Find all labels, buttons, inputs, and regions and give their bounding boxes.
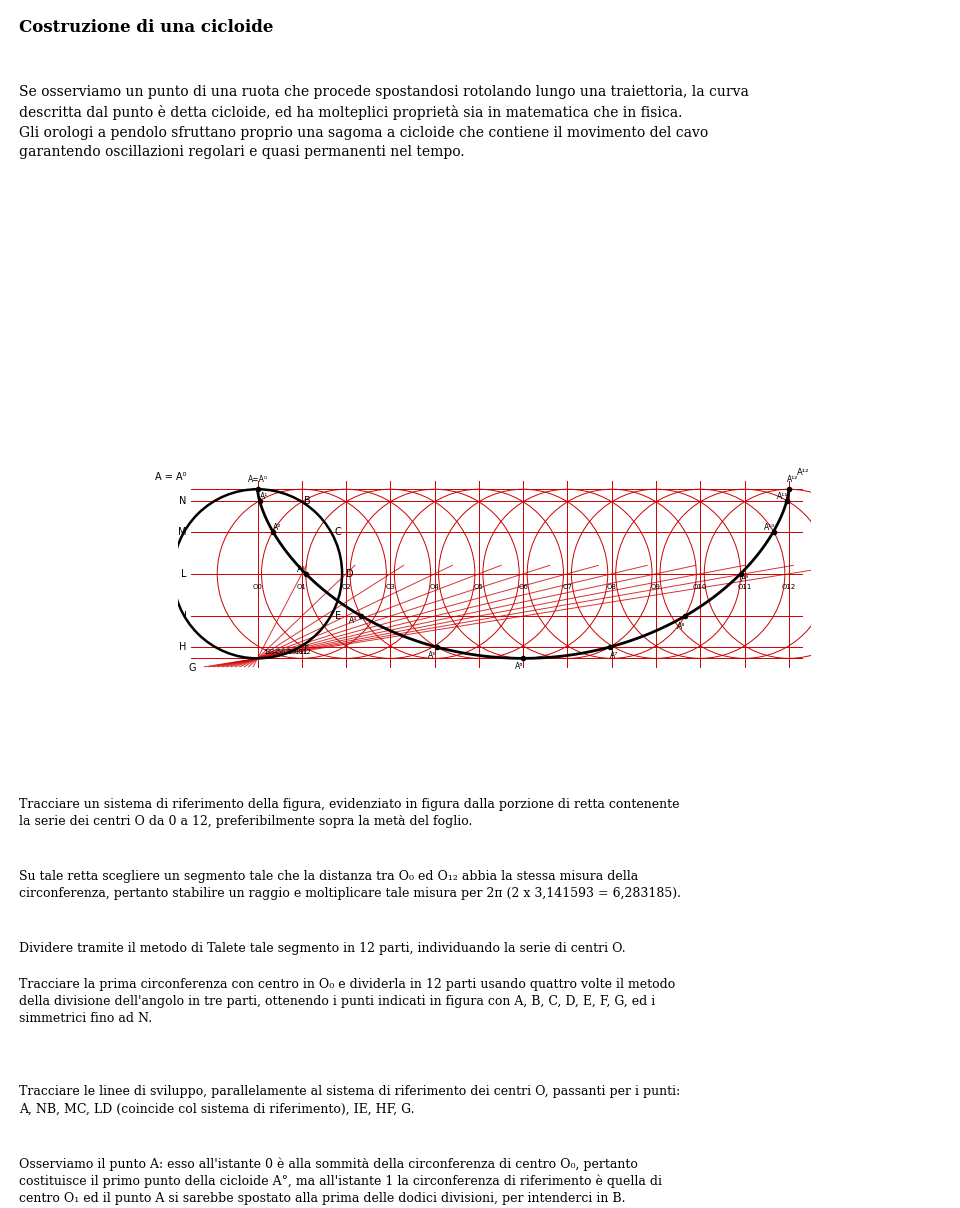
Text: 10: 10 [295,649,303,655]
Text: O2: O2 [341,583,351,590]
Text: O7: O7 [563,583,572,590]
Text: 9: 9 [291,649,296,655]
Text: 5: 5 [276,649,281,655]
Text: O11: O11 [737,583,752,590]
Text: O1: O1 [297,583,307,590]
Text: A⁵: A⁵ [428,651,437,660]
Text: A¹: A¹ [259,492,268,501]
Text: D: D [347,569,354,579]
Text: A⁹: A⁹ [741,574,749,582]
Text: M: M [179,527,186,536]
Text: A⁸: A⁸ [677,622,684,631]
Text: C: C [335,527,342,536]
Text: N: N [180,495,186,506]
Text: O8: O8 [607,583,616,590]
Text: L: L [181,569,186,579]
Text: A⁶: A⁶ [515,662,523,672]
Text: F: F [304,641,310,652]
Text: 2: 2 [266,649,271,655]
Text: O6: O6 [518,583,528,590]
Text: 12: 12 [301,649,311,655]
Text: A³: A³ [298,565,305,574]
Text: 1: 1 [263,649,267,655]
Text: E: E [335,611,341,621]
Text: O9: O9 [651,583,660,590]
Text: 11: 11 [299,649,307,655]
Text: I: I [183,611,186,621]
Text: B: B [304,495,311,506]
Text: A²: A² [273,523,281,532]
Text: Su tale retta scegliere un segmento tale che la distanza tra O₀ ed O₁₂ abbia la : Su tale retta scegliere un segmento tale… [19,870,682,900]
Text: A⁷: A⁷ [610,651,618,660]
Text: 8: 8 [288,649,292,655]
Text: A = A⁰: A = A⁰ [156,472,186,482]
Text: A¹²: A¹² [798,467,809,477]
Text: O3: O3 [385,583,396,590]
Text: Osserviamo il punto A: esso all'istante 0 è alla sommità della circonferenza di : Osserviamo il punto A: esso all'istante … [19,1157,662,1206]
Text: O12: O12 [781,583,796,590]
Text: O5: O5 [474,583,484,590]
Text: A¹¹: A¹¹ [777,492,788,501]
Text: A¹⁰: A¹⁰ [763,523,775,532]
Text: O10: O10 [693,583,708,590]
Text: 4: 4 [274,649,277,655]
Text: O0: O0 [252,583,262,590]
Text: Tracciare la prima circonferenza con centro in O₀ e dividerla in 12 parti usando: Tracciare la prima circonferenza con cen… [19,977,676,1024]
Text: A¹²: A¹² [787,475,799,483]
Text: Tracciare un sistema di riferimento della figura, evidenziato in figura dalla po: Tracciare un sistema di riferimento dell… [19,798,680,827]
Text: Costruzione di una cicloide: Costruzione di una cicloide [19,19,274,36]
Text: Tracciare le linee di sviluppo, parallelamente al sistema di riferimento dei cen: Tracciare le linee di sviluppo, parallel… [19,1086,681,1115]
Text: H: H [180,641,186,652]
Text: 6: 6 [280,649,285,655]
Text: G: G [189,662,197,673]
Text: A⁴: A⁴ [348,616,357,625]
Text: 3: 3 [270,649,275,655]
Text: Dividere tramite il metodo di Talete tale segmento in 12 parti, individuando la : Dividere tramite il metodo di Talete tal… [19,942,626,954]
Text: O4: O4 [430,583,440,590]
Text: 7: 7 [284,649,289,655]
Text: Se osserviamo un punto di una ruota che procede spostandosi rotolando lungo una : Se osserviamo un punto di una ruota che … [19,85,749,159]
Text: A=A⁰: A=A⁰ [248,475,268,483]
